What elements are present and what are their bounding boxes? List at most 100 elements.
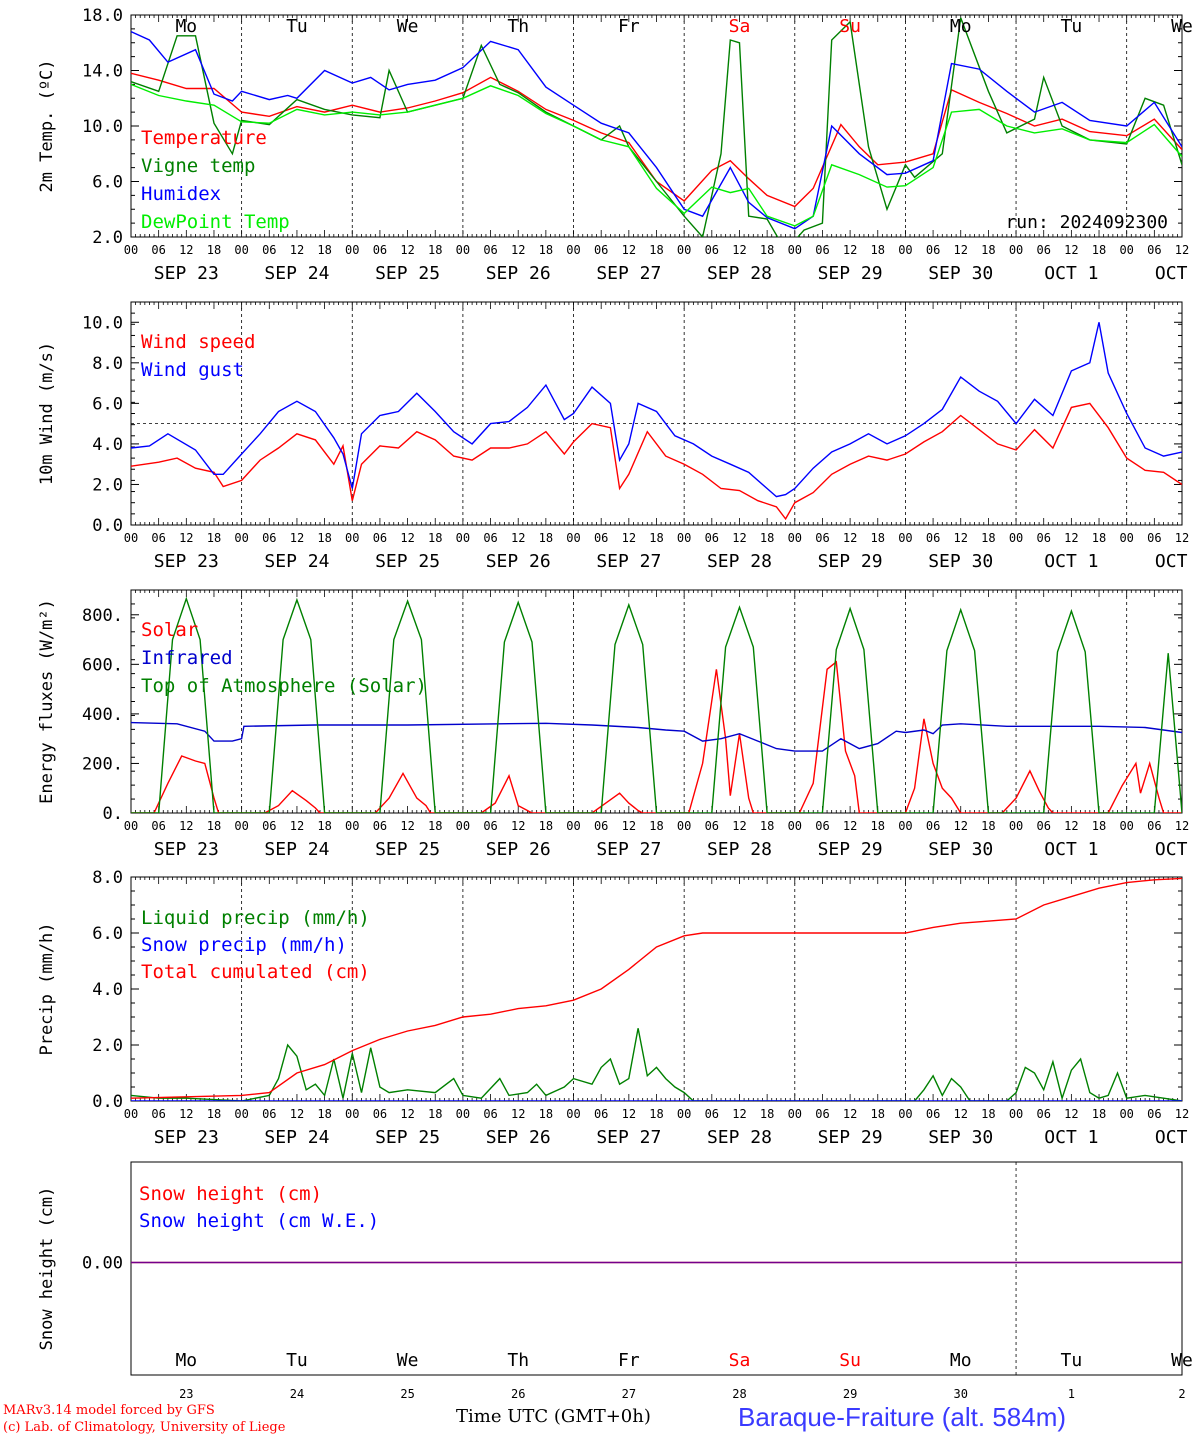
hour-tick-label: 18 bbox=[317, 243, 331, 257]
hour-tick-label: 06 bbox=[151, 243, 165, 257]
y-tick-label: 2.0 bbox=[92, 1036, 123, 1056]
series-line-vigne-temp bbox=[131, 17, 1182, 237]
hour-tick-label: 18 bbox=[871, 531, 885, 545]
hour-tick-label: 06 bbox=[1036, 243, 1050, 257]
hour-tick-label: 00 bbox=[898, 1107, 912, 1121]
hour-tick-label: 12 bbox=[1064, 243, 1078, 257]
hour-tick-label: 00 bbox=[898, 531, 912, 545]
hour-tick-label: 06 bbox=[373, 531, 387, 545]
date-label: OCT 1 bbox=[1044, 263, 1098, 284]
hour-tick-label: 12 bbox=[511, 1107, 525, 1121]
hour-tick-label: 00 bbox=[788, 531, 802, 545]
date-label: SEP 29 bbox=[818, 1127, 883, 1148]
hour-tick-label: 18 bbox=[760, 819, 774, 833]
hour-tick-label: 12 bbox=[732, 531, 746, 545]
y-tick-label: 10.0 bbox=[82, 313, 123, 333]
y-tick-label: 4.0 bbox=[92, 435, 123, 455]
hour-tick-label: 06 bbox=[815, 531, 829, 545]
date-label: SEP 24 bbox=[264, 1127, 329, 1148]
hour-tick-label: 12 bbox=[400, 531, 414, 545]
y-tick-label: 6.0 bbox=[92, 173, 123, 193]
series-line-wind-speed bbox=[131, 402, 1182, 521]
date-label: OCT 2 bbox=[1155, 1127, 1194, 1148]
hour-tick-label: 00 bbox=[124, 531, 138, 545]
date-label: SEP 23 bbox=[154, 1127, 219, 1148]
date-label: SEP 28 bbox=[707, 551, 772, 572]
hour-tick-label: 06 bbox=[705, 531, 719, 545]
hour-tick-label: 18 bbox=[871, 1107, 885, 1121]
hour-tick-label: 06 bbox=[1147, 531, 1161, 545]
y-tick-label: 600. bbox=[82, 655, 123, 675]
hour-tick-label: 06 bbox=[1147, 1107, 1161, 1121]
date-label: SEP 27 bbox=[596, 1127, 661, 1148]
panel-wind: 00 06 12 18 00 06 12 18 00 06 12 18 00 06 12 18 00 06 12 18… bbox=[37, 301, 1194, 572]
date-label: SEP 28 bbox=[707, 839, 772, 860]
hour-tick-label: 00 bbox=[234, 819, 248, 833]
hour-tick-label: 12 bbox=[732, 1107, 746, 1121]
hour-tick-label: 18 bbox=[539, 819, 553, 833]
hour-tick-label: 06 bbox=[926, 531, 940, 545]
hour-tick-label: 18 bbox=[207, 819, 221, 833]
date-label: OCT 2 bbox=[1155, 551, 1194, 572]
hour-tick-label: 00 bbox=[788, 243, 802, 257]
date-label: OCT 1 bbox=[1044, 551, 1098, 572]
legend-entry: Infrared bbox=[141, 647, 233, 669]
y-tick-label: 8.0 bbox=[92, 868, 123, 888]
hour-tick-label: 06 bbox=[594, 819, 608, 833]
hour-tick-label: 12 bbox=[511, 243, 525, 257]
weekday-label: Mo bbox=[950, 1350, 972, 1371]
y-tick-label: 2.0 bbox=[92, 475, 123, 495]
weekday-label: Sa bbox=[729, 1350, 751, 1371]
hour-tick-label: 18 bbox=[317, 531, 331, 545]
date-label: SEP 24 bbox=[264, 551, 329, 572]
day-number-label: 1 bbox=[1068, 1387, 1075, 1401]
hour-tick-label: 06 bbox=[594, 1107, 608, 1121]
date-label: OCT 2 bbox=[1155, 263, 1194, 284]
hour-tick-label: 06 bbox=[1036, 819, 1050, 833]
date-label: SEP 23 bbox=[154, 839, 219, 860]
weekday-label: Fr bbox=[618, 1350, 640, 1371]
hour-tick-label: 06 bbox=[1147, 819, 1161, 833]
hour-tick-label: 00 bbox=[677, 819, 691, 833]
weekday-label: Mo bbox=[175, 16, 197, 37]
hour-tick-label: 00 bbox=[345, 531, 359, 545]
hour-tick-label: 00 bbox=[566, 819, 580, 833]
hour-tick-label: 06 bbox=[594, 531, 608, 545]
hour-tick-label: 00 bbox=[124, 1107, 138, 1121]
weekday-label: Mo bbox=[950, 16, 972, 37]
panel-energy: 00 06 12 18 00 06 12 18 00 06 12 18 00 06 12 18 00 06 12 18… bbox=[37, 589, 1194, 860]
date-label: SEP 30 bbox=[928, 551, 993, 572]
hour-tick-label: 18 bbox=[649, 1107, 663, 1121]
hour-tick-label: 06 bbox=[1147, 243, 1161, 257]
y-tick-label: 400. bbox=[82, 705, 123, 725]
legend-entry: Wind speed bbox=[141, 331, 255, 353]
date-label: SEP 27 bbox=[596, 551, 661, 572]
hour-tick-label: 18 bbox=[428, 243, 442, 257]
hour-tick-label: 12 bbox=[290, 531, 304, 545]
hour-tick-label: 18 bbox=[207, 1107, 221, 1121]
hour-tick-label: 18 bbox=[1092, 819, 1106, 833]
hour-tick-label: 00 bbox=[1119, 1107, 1133, 1121]
hour-tick-label: 12 bbox=[179, 531, 193, 545]
hour-tick-label: 18 bbox=[539, 243, 553, 257]
hour-tick-label: 00 bbox=[456, 531, 470, 545]
hour-tick-label: 12 bbox=[290, 1107, 304, 1121]
hour-tick-label: 18 bbox=[981, 243, 995, 257]
hour-tick-label: 06 bbox=[705, 243, 719, 257]
hour-tick-label: 00 bbox=[456, 1107, 470, 1121]
hour-tick-label: 00 bbox=[1009, 1107, 1023, 1121]
hour-tick-label: 00 bbox=[566, 1107, 580, 1121]
y-tick-label: 800. bbox=[82, 606, 123, 626]
hour-tick-label: 18 bbox=[871, 819, 885, 833]
hour-tick-label: 18 bbox=[317, 1107, 331, 1121]
weekday-label: Mo bbox=[175, 1350, 197, 1371]
hour-tick-label: 12 bbox=[622, 819, 636, 833]
hour-tick-label: 06 bbox=[705, 1107, 719, 1121]
hour-tick-label: 12 bbox=[622, 1107, 636, 1121]
legend-entry: Snow height (cm) bbox=[139, 1183, 322, 1205]
hour-tick-label: 00 bbox=[677, 1107, 691, 1121]
weekday-label: Th bbox=[507, 1350, 529, 1371]
series-line-temperature bbox=[131, 72, 1182, 208]
hour-tick-label: 18 bbox=[760, 531, 774, 545]
